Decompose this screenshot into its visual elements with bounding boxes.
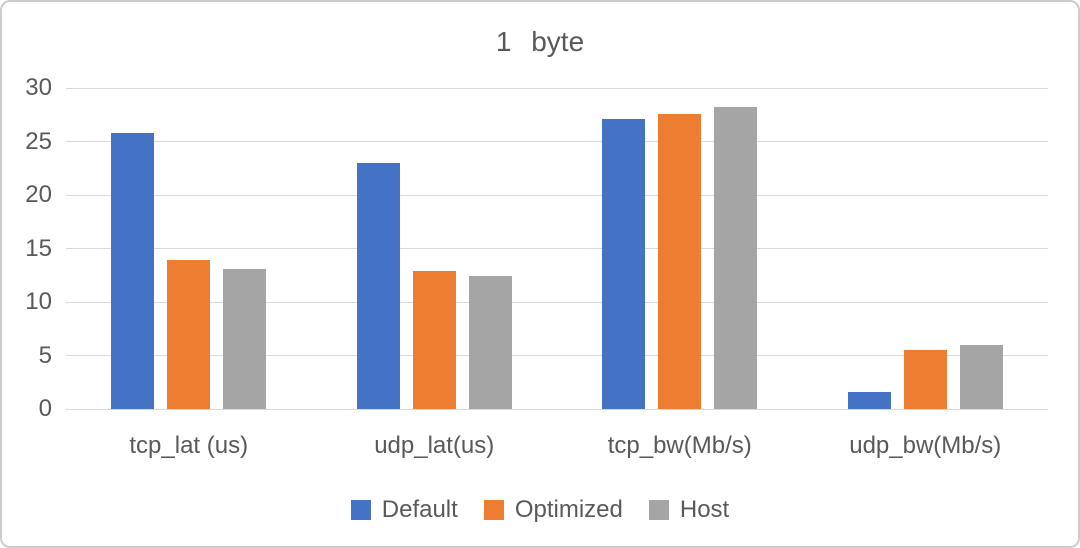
gridline-25: [66, 141, 1048, 142]
gridline-0: [66, 408, 1048, 410]
bar-optimized-1: [167, 260, 211, 409]
y-tick-label: 30: [25, 74, 52, 101]
bar-host-2: [468, 276, 512, 409]
legend-swatch-icon: [648, 500, 669, 520]
legend-label: Optimized: [514, 496, 623, 523]
plot-area: [66, 87, 1048, 410]
gridline-20: [66, 194, 1048, 196]
bar-optimized-2: [412, 270, 456, 409]
bar-default-4: [847, 391, 891, 409]
x-tick-label-3: tcp_bw(Mb/s): [607, 432, 752, 459]
legend-label: Host: [679, 496, 730, 523]
bar-host-4: [959, 344, 1003, 409]
legend-label: Default: [381, 496, 458, 523]
bar-host-1: [223, 268, 267, 409]
gridline-10: [66, 301, 1048, 303]
bar-group-1: [66, 88, 312, 409]
bar-default-1: [111, 132, 155, 409]
legend-swatch-icon: [350, 500, 371, 520]
bar-default-3: [602, 119, 646, 409]
legend-item-host: Host: [648, 496, 730, 524]
legend-swatch-icon: [483, 500, 504, 520]
x-tick-label-2: udp_lat(us): [374, 432, 495, 459]
bar-group-2: [312, 88, 558, 409]
y-tick-label: 10: [25, 288, 52, 315]
gridline-5: [66, 355, 1048, 356]
legend: Default Optimized Host: [2, 496, 1078, 524]
gridline-30: [66, 87, 1048, 89]
x-tick-label-1: tcp_lat (us): [129, 432, 249, 459]
gridline-15: [66, 248, 1048, 249]
y-tick-label: 25: [25, 127, 52, 155]
chart-title: 1 byte: [495, 26, 585, 57]
bar-group-3: [557, 88, 803, 409]
bar-default-2: [356, 162, 400, 409]
bar-group-4: [803, 88, 1049, 409]
bar-host-3: [714, 107, 758, 409]
bar-optimized-4: [903, 350, 947, 409]
bar-optimized-3: [658, 113, 702, 409]
legend-item-default: Default: [350, 496, 458, 524]
bar-groups: [66, 88, 1048, 409]
y-tick-label: 5: [38, 341, 52, 369]
x-tick-label-4: udp_bw(Mb/s): [849, 432, 1002, 459]
y-tick-label: 0: [38, 395, 52, 422]
legend-item-optimized: Optimized: [483, 496, 623, 524]
y-axis: 0 5 10 15 20 25 30: [2, 76, 52, 421]
y-tick-label: 20: [25, 181, 52, 208]
y-tick-label: 15: [25, 234, 52, 262]
x-axis: tcp_lat (us) udp_lat(us) tcp_bw(Mb/s) udp_b…: [66, 432, 1048, 460]
